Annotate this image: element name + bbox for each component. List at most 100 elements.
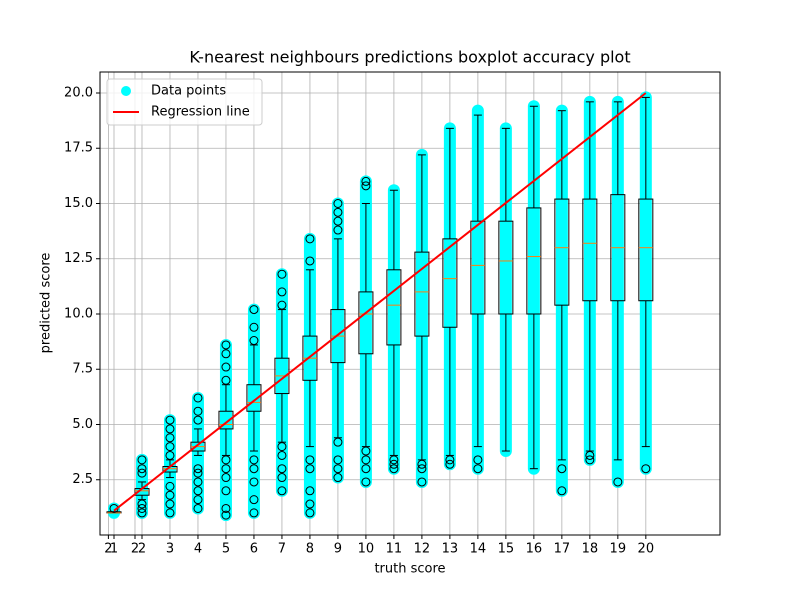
- box: [246, 384, 262, 412]
- x-tick-label: 20: [638, 542, 655, 557]
- flier: [277, 442, 287, 452]
- data-points: [275, 268, 288, 497]
- flier: [445, 459, 455, 469]
- flier: [557, 486, 567, 496]
- flier: [193, 464, 203, 474]
- flier: [165, 424, 175, 434]
- flier: [417, 459, 427, 469]
- flier: [305, 455, 315, 465]
- flier: [193, 393, 203, 403]
- flier: [165, 499, 175, 509]
- flier: [137, 468, 147, 478]
- x-tick-label: 2: [138, 542, 146, 557]
- flier: [165, 481, 175, 491]
- y-tick-label: 17.5: [64, 141, 93, 156]
- flier: [361, 455, 371, 465]
- y-tick-label: 5.0: [72, 417, 93, 432]
- flier: [165, 415, 175, 425]
- flier: [193, 406, 203, 416]
- x-tick-label: 12: [414, 542, 431, 557]
- data-points: [611, 95, 624, 488]
- flier: [277, 287, 287, 297]
- flier: [221, 455, 231, 465]
- box: [470, 220, 486, 315]
- x-tick-label: 18: [582, 542, 599, 557]
- y-tick-label: 12.5: [64, 251, 93, 266]
- legend-label: Data points: [151, 84, 226, 99]
- flier: [165, 490, 175, 500]
- legend-label: Regression line: [151, 105, 250, 120]
- flier: [333, 473, 343, 483]
- box: [582, 198, 598, 302]
- box: [554, 198, 570, 306]
- box: [498, 220, 514, 315]
- flier: [305, 464, 315, 474]
- y-tick-label: 10.0: [64, 306, 93, 321]
- flier: [165, 508, 175, 518]
- flier: [221, 349, 231, 359]
- x-tick-label: 14: [470, 542, 487, 557]
- flier: [137, 508, 147, 518]
- flier: [305, 486, 315, 496]
- flier: [221, 362, 231, 372]
- x-tick-label: 11: [386, 542, 403, 557]
- flier: [137, 503, 147, 513]
- flier: [361, 464, 371, 474]
- box: [386, 269, 402, 346]
- flier: [277, 300, 287, 310]
- flier: [333, 207, 343, 217]
- x-tick-label: 19: [610, 542, 627, 557]
- flier: [221, 486, 231, 496]
- flier: [305, 234, 315, 244]
- flier: [221, 464, 231, 474]
- flier: [557, 464, 567, 474]
- flier: [193, 486, 203, 496]
- x-tick-label: 13: [442, 542, 459, 557]
- flier: [333, 437, 343, 447]
- flier: [333, 464, 343, 474]
- flier: [221, 510, 231, 520]
- flier: [249, 477, 259, 487]
- flier: [333, 455, 343, 465]
- flier: [137, 455, 147, 465]
- box: [442, 238, 458, 328]
- box: [638, 198, 654, 302]
- flier: [361, 181, 371, 191]
- x-axis-label: truth score: [374, 562, 445, 577]
- data-points: [443, 122, 456, 471]
- flier: [389, 464, 399, 474]
- flier: [193, 468, 203, 478]
- flier: [641, 464, 651, 474]
- x-tick-label: 7: [278, 542, 286, 557]
- flier: [137, 499, 147, 509]
- flier: [221, 375, 231, 385]
- data-points: [555, 104, 568, 497]
- x-tick-label: 10: [358, 542, 375, 557]
- flier: [361, 477, 371, 487]
- y-tick-label: 20.0: [64, 85, 93, 100]
- x-tick-label: 5: [222, 542, 230, 557]
- flier: [277, 473, 287, 483]
- flier: [361, 176, 371, 186]
- box: [414, 251, 430, 337]
- x-tick-label: 8: [306, 542, 314, 557]
- data-points: [527, 100, 540, 475]
- data-points: [639, 91, 652, 475]
- flier: [361, 446, 371, 456]
- data-points: [107, 502, 120, 519]
- flier: [137, 464, 147, 474]
- flier: [389, 455, 399, 465]
- box: [526, 207, 542, 315]
- y-axis-label: predicted score: [39, 253, 54, 354]
- x-tick-label: 15: [498, 542, 515, 557]
- flier: [277, 464, 287, 474]
- flier: [333, 216, 343, 226]
- data-points: [583, 95, 596, 466]
- flier: [333, 198, 343, 208]
- data-points: [471, 104, 484, 475]
- data-points: [303, 232, 316, 519]
- flier: [585, 450, 595, 460]
- x-tick-label: 2: [131, 542, 139, 557]
- plot-frame: [99, 71, 721, 536]
